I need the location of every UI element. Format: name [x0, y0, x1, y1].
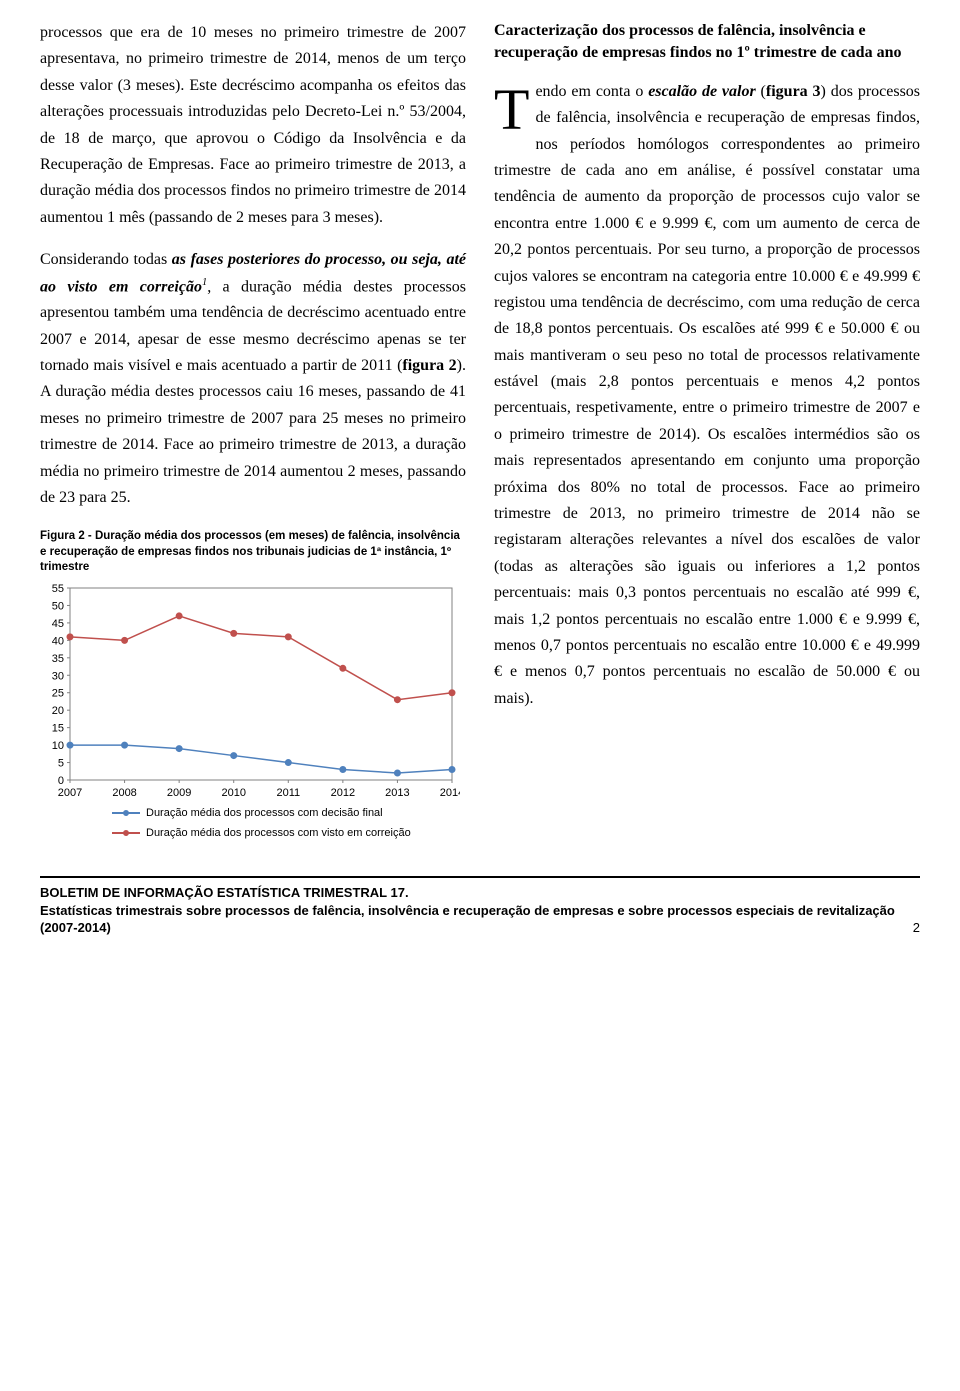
svg-text:30: 30: [52, 670, 64, 682]
section-heading: Caracterização dos processos de falência…: [494, 20, 920, 65]
svg-text:50: 50: [52, 600, 64, 612]
svg-text:15: 15: [52, 723, 64, 735]
svg-text:2010: 2010: [221, 787, 245, 799]
right-column: Caracterização dos processos de falência…: [494, 20, 920, 844]
footer-line-2: Estatísticas trimestrais sobre processos…: [40, 902, 920, 937]
figure-2-chart: Figura 2 - Duração média dos processos (…: [40, 529, 466, 842]
legend-swatch-1: [112, 812, 140, 814]
footer-rule: [40, 876, 920, 878]
left-para-1: processos que era de 10 meses no primeir…: [40, 20, 466, 231]
svg-text:10: 10: [52, 740, 64, 752]
svg-text:2008: 2008: [112, 787, 136, 799]
page-number: 2: [913, 919, 920, 937]
svg-text:2007: 2007: [58, 787, 82, 799]
svg-text:2013: 2013: [385, 787, 409, 799]
dropcap: T: [494, 79, 535, 134]
svg-text:25: 25: [52, 688, 64, 700]
chart-legend: Duração média dos processos com decisão …: [40, 804, 466, 842]
svg-text:2014: 2014: [440, 787, 460, 799]
chart-svg: 0 5 10 15 20 25 30 35 40 45 50 55 2007 2008 2009 2010 20…: [40, 582, 460, 802]
footer-line-1: BOLETIM DE INFORMAÇÃO ESTATÍSTICA TRIMES…: [40, 884, 920, 902]
svg-text:2012: 2012: [331, 787, 355, 799]
chart-title: Figura 2 - Duração média dos processos (…: [40, 529, 466, 576]
left-column: processos que era de 10 meses no primeir…: [40, 20, 466, 844]
svg-text:2009: 2009: [167, 787, 191, 799]
legend-item-2: Duração média dos processos com visto em…: [112, 824, 466, 842]
svg-text:35: 35: [52, 653, 64, 665]
legend-item-1: Duração média dos processos com decisão …: [112, 804, 466, 822]
svg-text:55: 55: [52, 583, 64, 595]
svg-text:0: 0: [58, 775, 64, 787]
left-para-2: Considerando todas as fases posteriores …: [40, 247, 466, 511]
footer: BOLETIM DE INFORMAÇÃO ESTATÍSTICA TRIMES…: [40, 884, 920, 937]
svg-text:40: 40: [52, 635, 64, 647]
svg-text:5: 5: [58, 757, 64, 769]
right-para-1: Tendo em conta o escalão de valor (figur…: [494, 79, 920, 712]
svg-text:45: 45: [52, 618, 64, 630]
svg-text:20: 20: [52, 705, 64, 717]
legend-swatch-2: [112, 832, 140, 834]
svg-text:2011: 2011: [276, 787, 300, 799]
